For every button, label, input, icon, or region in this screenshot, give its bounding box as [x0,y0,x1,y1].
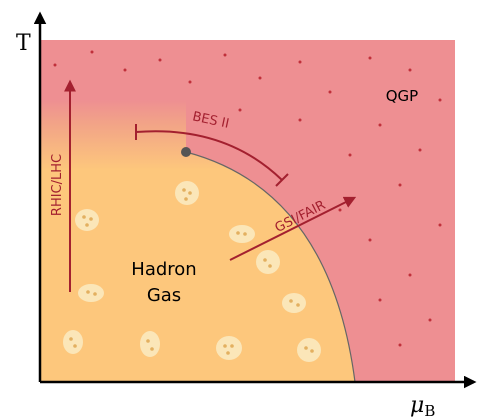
hadron-label: Hadron [131,259,196,280]
qgp-label: QGP [386,87,418,105]
rhic-label: RHIC/LHC [50,154,65,216]
x-axis-symbol: μ [410,393,424,417]
y-axis-label: T [16,31,31,56]
x-axis-label: μB [410,393,435,417]
hadron-label: Gas [147,285,181,306]
critical-point [181,147,191,157]
phase-diagram: RHIC/LHC BES II GSI/FAIR QGP Hadron Gas … [0,0,484,417]
x-axis-subscript: B [424,402,435,417]
